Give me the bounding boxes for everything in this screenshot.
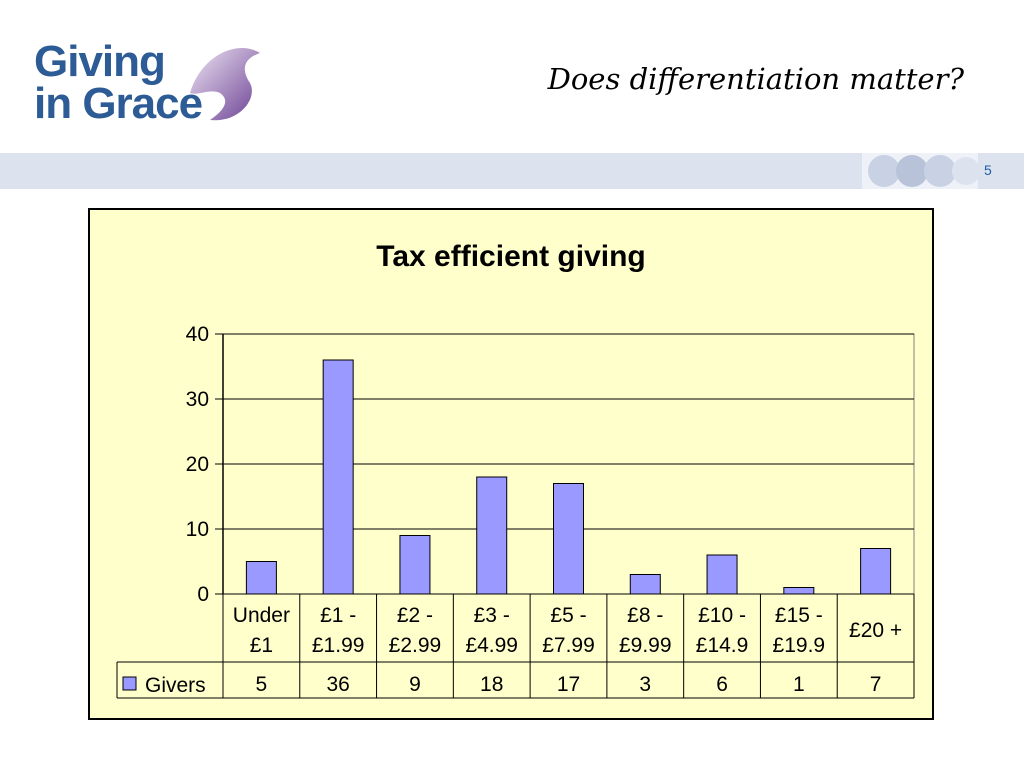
category-label: £2 - (397, 604, 433, 627)
dove-swirl-icon (190, 47, 260, 121)
category-label: Under (233, 604, 290, 627)
category-label: £1.99 (312, 634, 365, 657)
header-banner (0, 153, 1024, 189)
y-tick-label: 0 (197, 583, 209, 606)
y-tick-label: 30 (186, 388, 209, 411)
category-label: £1 - (320, 604, 356, 627)
swirl-pattern-icon (862, 153, 978, 189)
category-label: £9.99 (619, 634, 672, 657)
bar (245, 561, 277, 595)
table-value: 9 (409, 673, 421, 696)
logo-text-line1: Giving (34, 37, 166, 86)
bar (783, 587, 815, 595)
category-label: £5 - (550, 604, 586, 627)
legend-key (122, 676, 137, 691)
table-value: 18 (480, 673, 503, 696)
category-label: £2.99 (389, 634, 442, 657)
legend-label: Givers (145, 674, 206, 697)
logo: Giving in Grace (30, 38, 270, 133)
page-number: 5 (984, 162, 992, 178)
bar (629, 574, 661, 595)
table-value: 6 (716, 673, 728, 696)
chart-panel: Tax efficient giving 0 10 20 30 40 Under £1 £1 … (88, 208, 934, 720)
category-label: £1 (250, 634, 273, 657)
bar (706, 554, 738, 595)
table-value: 5 (256, 673, 268, 696)
y-tick-label: 10 (186, 518, 209, 541)
table-value: 7 (870, 673, 882, 696)
slide-title: Does differentiation matter? (547, 62, 964, 96)
bar-chart: 0 10 20 30 40 Under £1 £1 - £1.99 £2 - £2.99 £3 - £4… (116, 323, 915, 699)
table-value: 17 (557, 673, 580, 696)
category-label: £4.99 (465, 634, 518, 657)
table-value: 1 (793, 673, 805, 696)
bar (322, 359, 354, 595)
y-tick-label: 20 (186, 453, 209, 476)
bar (553, 483, 584, 595)
category-label: £20 + (849, 619, 902, 642)
category-label: £14.9 (696, 634, 749, 657)
logo-text-line2: in Grace (34, 79, 203, 128)
category-label: £10 - (698, 604, 746, 627)
category-label: £8 - (627, 604, 663, 627)
category-label: £7.99 (542, 634, 595, 657)
y-tick-label: 40 (186, 323, 209, 346)
category-label: £3 - (474, 604, 510, 627)
category-label: £19.9 (773, 634, 826, 657)
bar (860, 548, 892, 595)
table-value: 36 (326, 673, 349, 696)
chart-title: Tax efficient giving (376, 240, 646, 273)
table-value: 3 (639, 673, 651, 696)
bar (399, 535, 431, 595)
bar (476, 476, 508, 595)
category-label: £15 - (775, 604, 823, 627)
